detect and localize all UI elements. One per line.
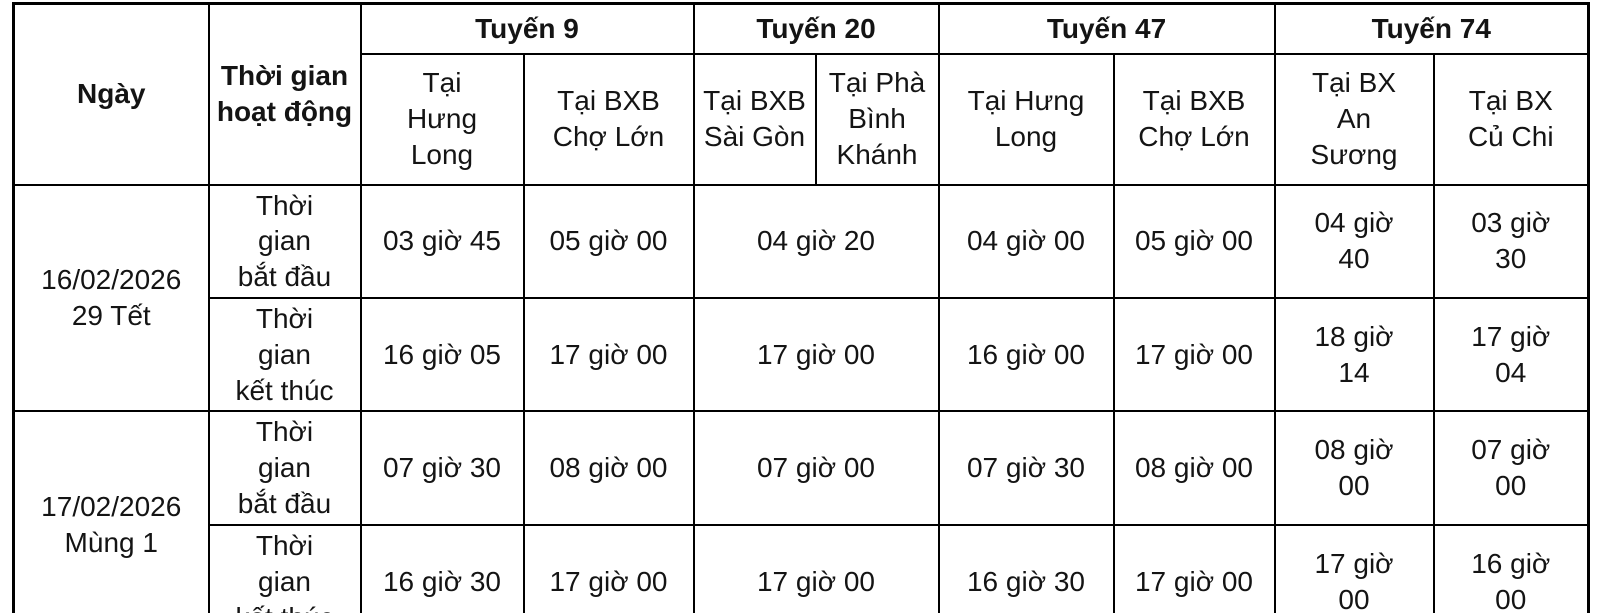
route-header-tuyen-47: Tuyến 47 [937,2,1276,55]
time-cell: 16 giờ 30 [937,523,1115,613]
table-row-day2-start: 17/02/2026 Mùng 1 Thời gian bắt đầu 07 g… [12,410,1590,613]
time-cell: 17 giờ 00 [522,296,695,413]
row-label-end-day2: Thời gian kết thúc [207,523,362,613]
route-header-tuyen-74: Tuyến 74 [1273,2,1590,55]
time-cell: 08 giờ 00 [1112,410,1276,526]
stop-header-row: Tại Hưng Long Tại BXB Chợ Lớn Tại BXB Sà… [14,52,1590,186]
time-cell-merged-tuyen-20: 04 giờ 20 [692,183,940,299]
time-cell: 07 giờ 30 [937,410,1115,526]
table-row-day1-start: 16/02/2026 29 Tết Thời gian bắt đầu 03 g… [12,183,1590,413]
route-header-tuyen-20: Tuyến 20 [692,2,940,55]
time-cell: 17 giờ 00 [1112,296,1276,413]
stop-header-bxb-cho-lon-t47: Tại BXB Chợ Lớn [1112,52,1276,186]
operating-time-column-header: Thời gian hoạt động [207,2,362,186]
time-cell: 08 giờ 00 [522,410,695,526]
table-row-day2-end: Thời gian kết thúc 16 giờ 30 17 giờ 00 1… [14,523,1590,613]
time-cell: 05 giờ 00 [1112,183,1276,299]
time-cell-merged-tuyen-20: 07 giờ 00 [692,410,940,526]
row-label-start-day1: Thời gian bắt đầu [207,183,362,299]
time-cell: 18 giờ 14 [1273,296,1435,413]
stop-header-bxb-cho-lon-t9: Tại BXB Chợ Lớn [522,52,695,186]
stop-header-hung-long-t47: Tại Hưng Long [937,52,1115,186]
time-cell-merged-tuyen-20: 17 giờ 00 [692,296,940,413]
time-cell: 05 giờ 00 [522,183,695,299]
time-cell: 04 giờ 40 [1273,183,1435,299]
time-cell-merged-tuyen-20: 17 giờ 00 [692,523,940,613]
stop-header-hung-long-t9: Tại Hưng Long [359,52,525,186]
stop-header-bx-cu-chi: Tại BX Củ Chi [1432,52,1590,186]
time-cell: 07 giờ 30 [359,410,525,526]
time-cell: 16 giờ 00 [937,296,1115,413]
row-label-start-day2: Thời gian bắt đầu [207,410,362,526]
table-row-day1-end: Thời gian kết thúc 16 giờ 05 17 giờ 00 1… [14,296,1590,413]
time-cell: 17 giờ 00 [1273,523,1435,613]
row-label-end-day1: Thời gian kết thúc [207,296,362,413]
time-cell: 17 giờ 04 [1432,296,1590,413]
time-cell: 16 giờ 00 [1432,523,1590,613]
time-cell: 17 giờ 00 [522,523,695,613]
date-cell-day2: 17/02/2026 Mùng 1 [12,410,210,613]
bus-schedule-table: Ngày Thời gian hoạt động Tuyến 9 Tuyến 2… [12,2,1590,613]
time-cell: 17 giờ 00 [1112,523,1276,613]
time-cell: 16 giờ 30 [359,523,525,613]
stop-header-pha-binh-khanh: Tại Phà Bình Khánh [814,52,940,186]
date-column-header: Ngày [12,2,210,186]
stop-header-bxb-sai-gon: Tại BXB Sài Gòn [692,52,817,186]
time-cell: 03 giờ 45 [359,183,525,299]
time-cell: 03 giờ 30 [1432,183,1590,299]
time-cell: 04 giờ 00 [937,183,1115,299]
time-cell: 08 giờ 00 [1273,410,1435,526]
date-cell-day1: 16/02/2026 29 Tết [12,183,210,413]
route-header-tuyen-9: Tuyến 9 [359,2,695,55]
route-header-row: Ngày Thời gian hoạt động Tuyến 9 Tuyến 2… [12,2,1590,186]
time-cell: 16 giờ 05 [359,296,525,413]
stop-header-bx-an-suong: Tại BX An Sương [1273,52,1435,186]
time-cell: 07 giờ 00 [1432,410,1590,526]
